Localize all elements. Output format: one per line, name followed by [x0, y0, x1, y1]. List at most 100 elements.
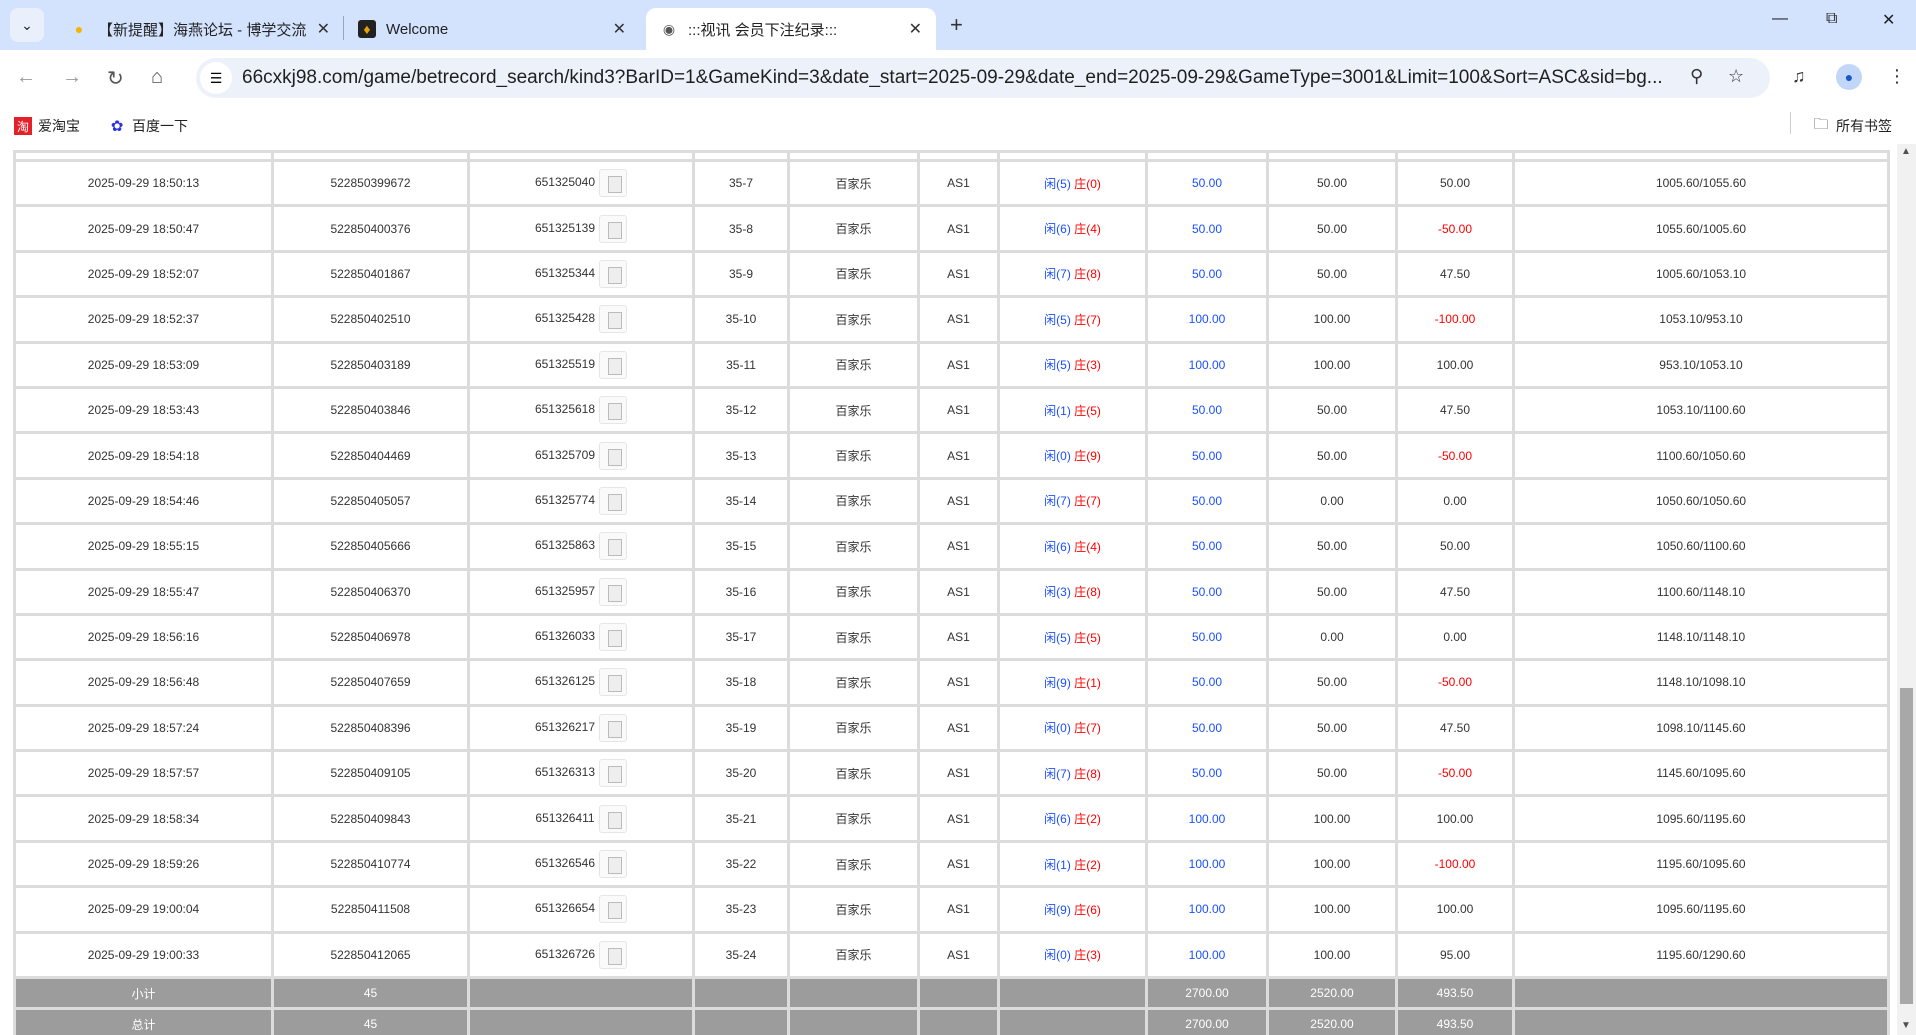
menu-icon[interactable]: ⋮ [1888, 66, 1906, 86]
replay-video-icon[interactable] [599, 668, 628, 697]
valid-amount: 100.00 [1266, 295, 1398, 344]
player-label: 闲 [1044, 721, 1057, 736]
forward-button[interactable]: → [62, 66, 82, 88]
tab-bet-record[interactable]: ◉ :::视讯 会员下注纪录::: ✕ [646, 8, 936, 50]
replay-video-icon[interactable] [599, 623, 628, 652]
game-name: 百家乐 [787, 340, 920, 389]
balance: 953.10/1053.10 [1512, 340, 1890, 389]
balance: 1148.10/1098.10 [1512, 658, 1890, 707]
round-id-text: 651325519 [534, 356, 596, 371]
new-tab-button[interactable]: + [950, 12, 963, 37]
bookmark-baidu[interactable]: ✿ 百度一下 [108, 116, 188, 136]
close-tab-icon[interactable]: ✕ [908, 21, 922, 38]
replay-video-icon[interactable] [599, 441, 628, 470]
reload-button[interactable]: ↻ [107, 68, 124, 90]
bet-amount: 50.00 [1145, 249, 1269, 299]
replay-video-icon[interactable] [599, 577, 628, 606]
site-info-icon[interactable]: ☰ [200, 62, 232, 94]
game-name: 百家乐 [787, 930, 920, 980]
table-row: 2025-09-29 18:53:43 522850403846 651325618… [13, 385, 1890, 435]
round-id-text: 651326313 [534, 765, 596, 780]
close-tab-icon[interactable]: ✕ [316, 21, 330, 38]
replay-video-icon[interactable] [599, 940, 628, 969]
banker-points: 2 [1090, 857, 1097, 872]
restore-button[interactable]: ⧉ [1826, 10, 1838, 27]
result: 闲(1) 庄(2) [997, 839, 1148, 889]
banker-label: 庄 [1074, 675, 1087, 690]
replay-video-icon[interactable] [599, 350, 628, 379]
scroll-up-icon[interactable]: ▲ [1901, 146, 1911, 157]
player-points: 9 [1060, 902, 1067, 917]
bet-id: 522850402510 [271, 295, 470, 344]
round-id-text: 651325863 [534, 538, 596, 553]
game-name: 百家乐 [787, 658, 920, 707]
tab-forum[interactable]: ● 【新提醒】海燕论坛 - 博学交流 ✕ [56, 8, 344, 50]
player-points: 1 [1060, 403, 1067, 418]
replay-video-icon[interactable] [599, 486, 628, 515]
replay-video-icon[interactable] [599, 305, 628, 334]
table-shoe: 35-14 [692, 476, 790, 526]
table-code: AS1 [917, 658, 1000, 707]
valid-amount: 100.00 [1266, 930, 1398, 980]
profile-avatar[interactable]: ● [1836, 64, 1862, 90]
media-control-icon[interactable]: ♫ [1792, 66, 1806, 86]
address-bar-row: ← → ↻ ⌂ ☰ 66cxkj98.com/game/betrecord_se… [0, 50, 1916, 108]
table-row: 2025-09-29 18:50:13 522850399672 651325040… [13, 158, 1890, 208]
summary-win: 493.50 [1395, 1007, 1515, 1035]
bookmark-star-icon[interactable]: ☆ [1728, 66, 1745, 86]
replay-video-icon[interactable] [599, 713, 628, 742]
bookmark-taobao[interactable]: 淘 爱淘宝 [14, 116, 80, 136]
home-button[interactable]: ⌂ [151, 66, 164, 88]
back-button[interactable]: ← [16, 66, 36, 88]
subtotal-row: 小计 45 2700.00 2520.00 493.50 [13, 976, 1890, 1011]
replay-video-icon[interactable] [599, 850, 628, 879]
banker-label: 庄 [1074, 630, 1087, 645]
scroll-down-icon[interactable]: ▼ [1901, 1020, 1911, 1031]
table-shoe: 35-12 [692, 385, 790, 435]
omnibox[interactable]: ☰ 66cxkj98.com/game/betrecord_search/kin… [196, 58, 1770, 98]
player-points: 7 [1060, 267, 1067, 282]
bet-time: 2025-09-29 18:55:15 [13, 522, 274, 571]
round-id-text: 651325957 [534, 583, 596, 598]
tab-welcome[interactable]: ♦ Welcome ✕ [344, 8, 640, 50]
bet-amount: 50.00 [1145, 658, 1269, 707]
url-text[interactable]: 66cxkj98.com/game/betrecord_search/kind3… [242, 67, 1663, 88]
table-shoe: 35-18 [692, 658, 790, 707]
player-points: 0 [1060, 948, 1067, 963]
bet-time: 2025-09-29 19:00:33 [13, 930, 274, 980]
valid-amount: 50.00 [1266, 385, 1398, 435]
balance: 1195.60/1290.60 [1512, 930, 1890, 980]
tab-search-button[interactable]: ⌄ [10, 8, 44, 42]
table-code: AS1 [917, 476, 1000, 526]
scrollbar-thumb[interactable] [1900, 688, 1913, 1004]
round-id-text: 651326033 [534, 629, 596, 644]
replay-video-icon[interactable] [599, 532, 628, 561]
game-name: 百家乐 [787, 612, 920, 662]
round-id-text: 651326654 [534, 901, 596, 916]
game-name: 百家乐 [787, 885, 920, 934]
replay-video-icon[interactable] [598, 804, 627, 833]
bet-amount: 50.00 [1145, 703, 1269, 753]
replay-video-icon[interactable] [599, 214, 628, 243]
replay-video-icon[interactable] [599, 259, 628, 288]
minimize-button[interactable]: — [1772, 10, 1788, 27]
vertical-scrollbar[interactable]: ▲ ▼ [1897, 144, 1916, 1035]
bet-amount: 50.00 [1145, 204, 1269, 253]
zoom-icon[interactable]: ⚲ [1690, 66, 1704, 86]
replay-video-icon[interactable] [599, 895, 628, 924]
close-tab-icon[interactable]: ✕ [612, 21, 626, 38]
close-window-button[interactable]: ✕ [1882, 12, 1896, 29]
bet-time: 2025-09-29 18:52:07 [13, 249, 274, 299]
replay-video-icon[interactable] [599, 759, 628, 788]
summary-win: 493.50 [1395, 976, 1515, 1011]
replay-video-icon[interactable] [599, 169, 628, 198]
bet-time: 2025-09-29 19:00:04 [13, 885, 274, 934]
bet-id: 522850411508 [271, 885, 470, 934]
win-loss: 100.00 [1395, 885, 1515, 934]
player-points: 5 [1060, 176, 1067, 191]
replay-video-icon[interactable] [599, 396, 628, 425]
valid-amount: 50.00 [1266, 749, 1398, 798]
all-bookmarks-button[interactable]: 🗀 所有书签 [1813, 115, 1892, 135]
round-id: 651325519 [467, 340, 695, 389]
bet-id: 522850403189 [271, 340, 470, 389]
